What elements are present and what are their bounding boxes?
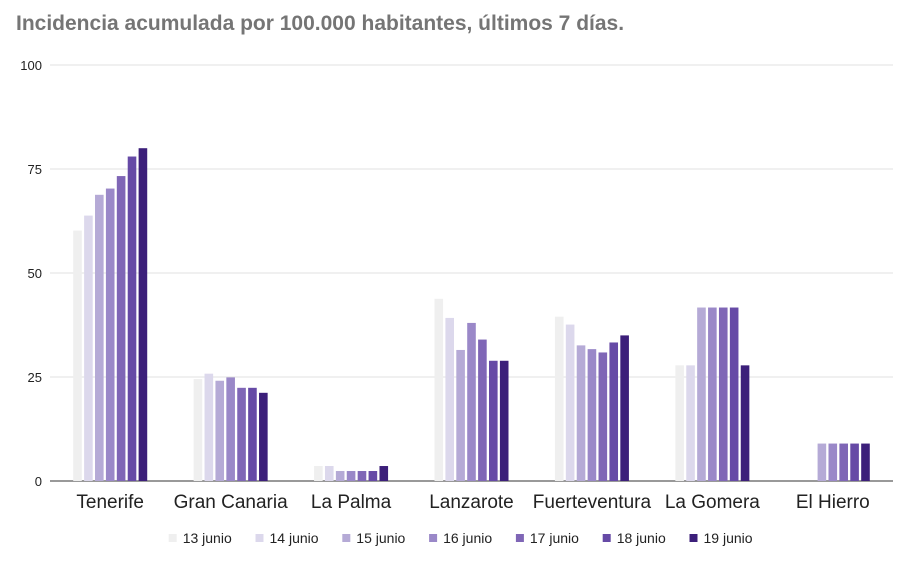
y-tick-label: 100 (20, 58, 42, 73)
y-tick-label: 0 (35, 474, 42, 489)
legend-label: 15 junio (356, 530, 405, 546)
legend-label: 17 junio (530, 530, 579, 546)
legend-swatch (602, 534, 611, 542)
legend-swatch (515, 534, 524, 542)
bar (445, 317, 454, 481)
bar (740, 365, 750, 481)
bar (576, 345, 586, 481)
bar (587, 349, 597, 481)
bar (434, 298, 444, 481)
bar (565, 324, 575, 481)
y-tick-label: 50 (28, 266, 42, 281)
bar (357, 471, 367, 481)
bar (718, 307, 728, 481)
bar (861, 443, 870, 481)
bar (467, 322, 476, 481)
bar (850, 443, 859, 481)
bar (105, 188, 115, 481)
x-tick-label: Gran Canaria (174, 492, 288, 513)
y-tick-label: 25 (28, 370, 42, 385)
y-tick-label: 75 (28, 162, 42, 177)
bar (598, 352, 608, 481)
x-tick-label: El Hierro (796, 492, 870, 513)
bar (73, 230, 82, 481)
bar (499, 360, 509, 481)
bar (127, 156, 137, 481)
bar (686, 365, 695, 481)
legend-label: 19 junio (704, 530, 753, 546)
bar (84, 215, 93, 482)
bar (259, 392, 268, 481)
x-tick-label: Lanzarote (429, 492, 514, 513)
bar (708, 307, 717, 481)
legend-swatch (689, 534, 698, 542)
bar (554, 316, 564, 481)
bar (368, 471, 378, 481)
bar (675, 365, 684, 481)
bar (324, 466, 334, 481)
x-tick-label: La Palma (311, 492, 392, 513)
bar (456, 349, 465, 481)
chart-title: Incidencia acumulada por 100.000 habitan… (16, 12, 625, 35)
bar (697, 307, 706, 481)
bar (237, 387, 246, 481)
legend-label: 18 junio (617, 530, 666, 546)
bar (729, 307, 739, 481)
bar (839, 443, 848, 481)
legend-label: 13 junio (183, 530, 232, 546)
bar (489, 360, 498, 481)
bar (226, 377, 235, 481)
legend-label: 16 junio (443, 530, 492, 546)
bar (248, 387, 257, 481)
bar (95, 194, 104, 482)
legend-swatch (342, 534, 351, 542)
bar (335, 471, 345, 481)
bar (314, 466, 323, 481)
bar (609, 342, 619, 481)
bar (478, 339, 487, 481)
bar (379, 466, 389, 481)
bar (116, 176, 126, 481)
legend-swatch (429, 534, 438, 542)
bar (346, 471, 356, 481)
x-tick-label: Tenerife (76, 492, 144, 513)
bar (193, 379, 203, 481)
bar (204, 373, 214, 481)
legend-swatch (255, 534, 264, 542)
bar (138, 148, 148, 481)
legend-label: 14 junio (270, 530, 319, 546)
bar (817, 443, 827, 481)
bar (828, 443, 838, 481)
x-tick-label: Fuerteventura (533, 492, 652, 513)
x-tick-label: La Gomera (665, 492, 760, 513)
bar (215, 380, 225, 481)
legend-swatch (168, 534, 177, 542)
bar (620, 335, 629, 481)
